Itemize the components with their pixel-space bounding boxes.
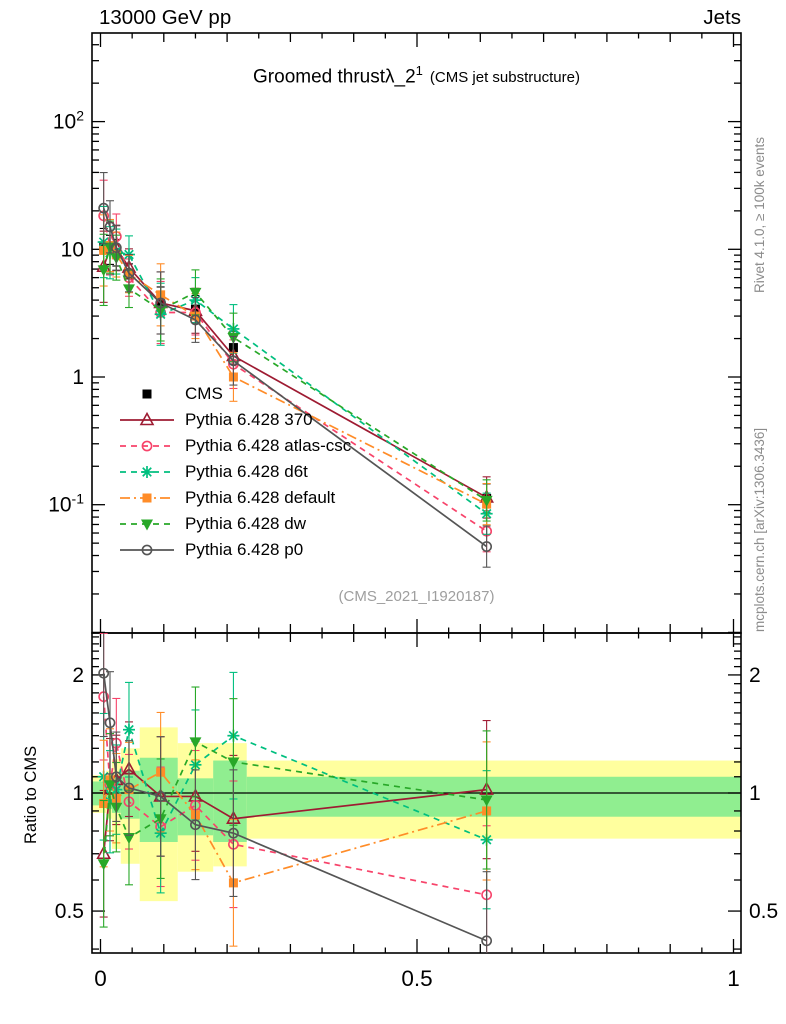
x-tick-label: 1: [727, 966, 740, 991]
y-ratio-tick-label: 0.5: [55, 900, 84, 923]
legend-label: CMS: [185, 384, 223, 403]
panel-frames: [91, 32, 742, 954]
analysis-id-watermark: (CMS_2021_I1920187): [338, 588, 495, 605]
legend-label: Pythia 6.428 d6t: [185, 462, 308, 481]
legend-sample-pythia-p0: [120, 544, 174, 556]
legend-sample-pythia-d6t: [120, 466, 174, 478]
band-green: [213, 760, 247, 843]
plot-title: Groomed thrustλ_21 (CMS jet substructure): [92, 63, 741, 88]
y-ratio-tick-label: 0.5: [749, 900, 778, 923]
legend-row-pythia-370: Pythia 6.428 370: [118, 407, 351, 433]
plot-title-main: Groomed thrust: [253, 66, 386, 88]
x-tick-label: 0.5: [401, 966, 432, 991]
legend-row-pythia-d6t: Pythia 6.428 d6t: [118, 459, 351, 485]
legend-row-cms: CMS: [118, 381, 351, 407]
y-ratio-tick-label: 2: [749, 664, 761, 687]
plot-title-exponent: 1: [415, 63, 423, 78]
ratio-uncertainty-bands: [92, 727, 741, 902]
legend-row-pythia-p0: Pythia 6.428 p0: [118, 537, 351, 563]
axis-tick-labels: 102 10 1 10-1 2 2 1 1 0.5 0.5 0 0.5 1: [48, 108, 778, 991]
legend-label: Pythia 6.428 dw: [185, 514, 306, 533]
x-tick-label: 0: [94, 966, 107, 991]
y-main-tick-label: 1: [72, 366, 84, 389]
legend-sample-pythia-atlas-csc: [120, 440, 174, 452]
y-ratio-tick-label: 1: [72, 782, 84, 805]
legend-sample-cms: [142, 389, 152, 399]
legend-label: Pythia 6.428 atlas-csc: [185, 436, 352, 455]
series-p0-ratio: [98, 633, 493, 953]
legend-sample-pythia-default: [120, 493, 174, 503]
ratio-panel-frame: [91, 632, 742, 954]
y-ratio-tick-label: 2: [72, 664, 84, 687]
y-ratio-tick-label: 1: [749, 782, 761, 805]
legend-row-pythia-atlas-csc: Pythia 6.428 atlas-csc: [118, 433, 351, 459]
y-main-tick-label: 10-1: [48, 491, 84, 517]
legend-label: Pythia 6.428 default: [185, 488, 336, 507]
header-beam-energy: 13000 GeV pp: [99, 6, 232, 29]
legend-row-pythia-default: Pythia 6.428 default: [118, 485, 351, 511]
legend-sample-pythia-370: [120, 411, 174, 426]
header-process: Jets: [703, 6, 741, 29]
plot-title-lambda: λ_2: [385, 66, 416, 88]
mcplots-arxiv-note: mcplots.cern.ch [arXiv:1306.3436]: [752, 427, 767, 632]
ratio-axis-label: Ratio to CMS: [22, 745, 40, 844]
y-main-tick-label: 102: [53, 108, 84, 134]
legend-label: Pythia 6.428 p0: [185, 540, 304, 559]
legend-label: Pythia 6.428 370: [185, 410, 313, 429]
legend-sample-pythia-dw: [120, 519, 174, 531]
axis-ticks: [92, 33, 741, 953]
legend-row-pythia-dw: Pythia 6.428 dw: [118, 511, 351, 537]
band-green: [246, 776, 741, 817]
series-p0-main: [98, 172, 493, 568]
y-main-tick-label: 10: [61, 238, 84, 261]
legend: CMS Pythia 6.428 370 Pythia 6.428 atlas-…: [118, 381, 351, 563]
plot-title-paren: (CMS jet substructure): [429, 69, 580, 87]
rivet-version-note: Rivet 4.1.0, ≥ 100k events: [752, 137, 767, 293]
